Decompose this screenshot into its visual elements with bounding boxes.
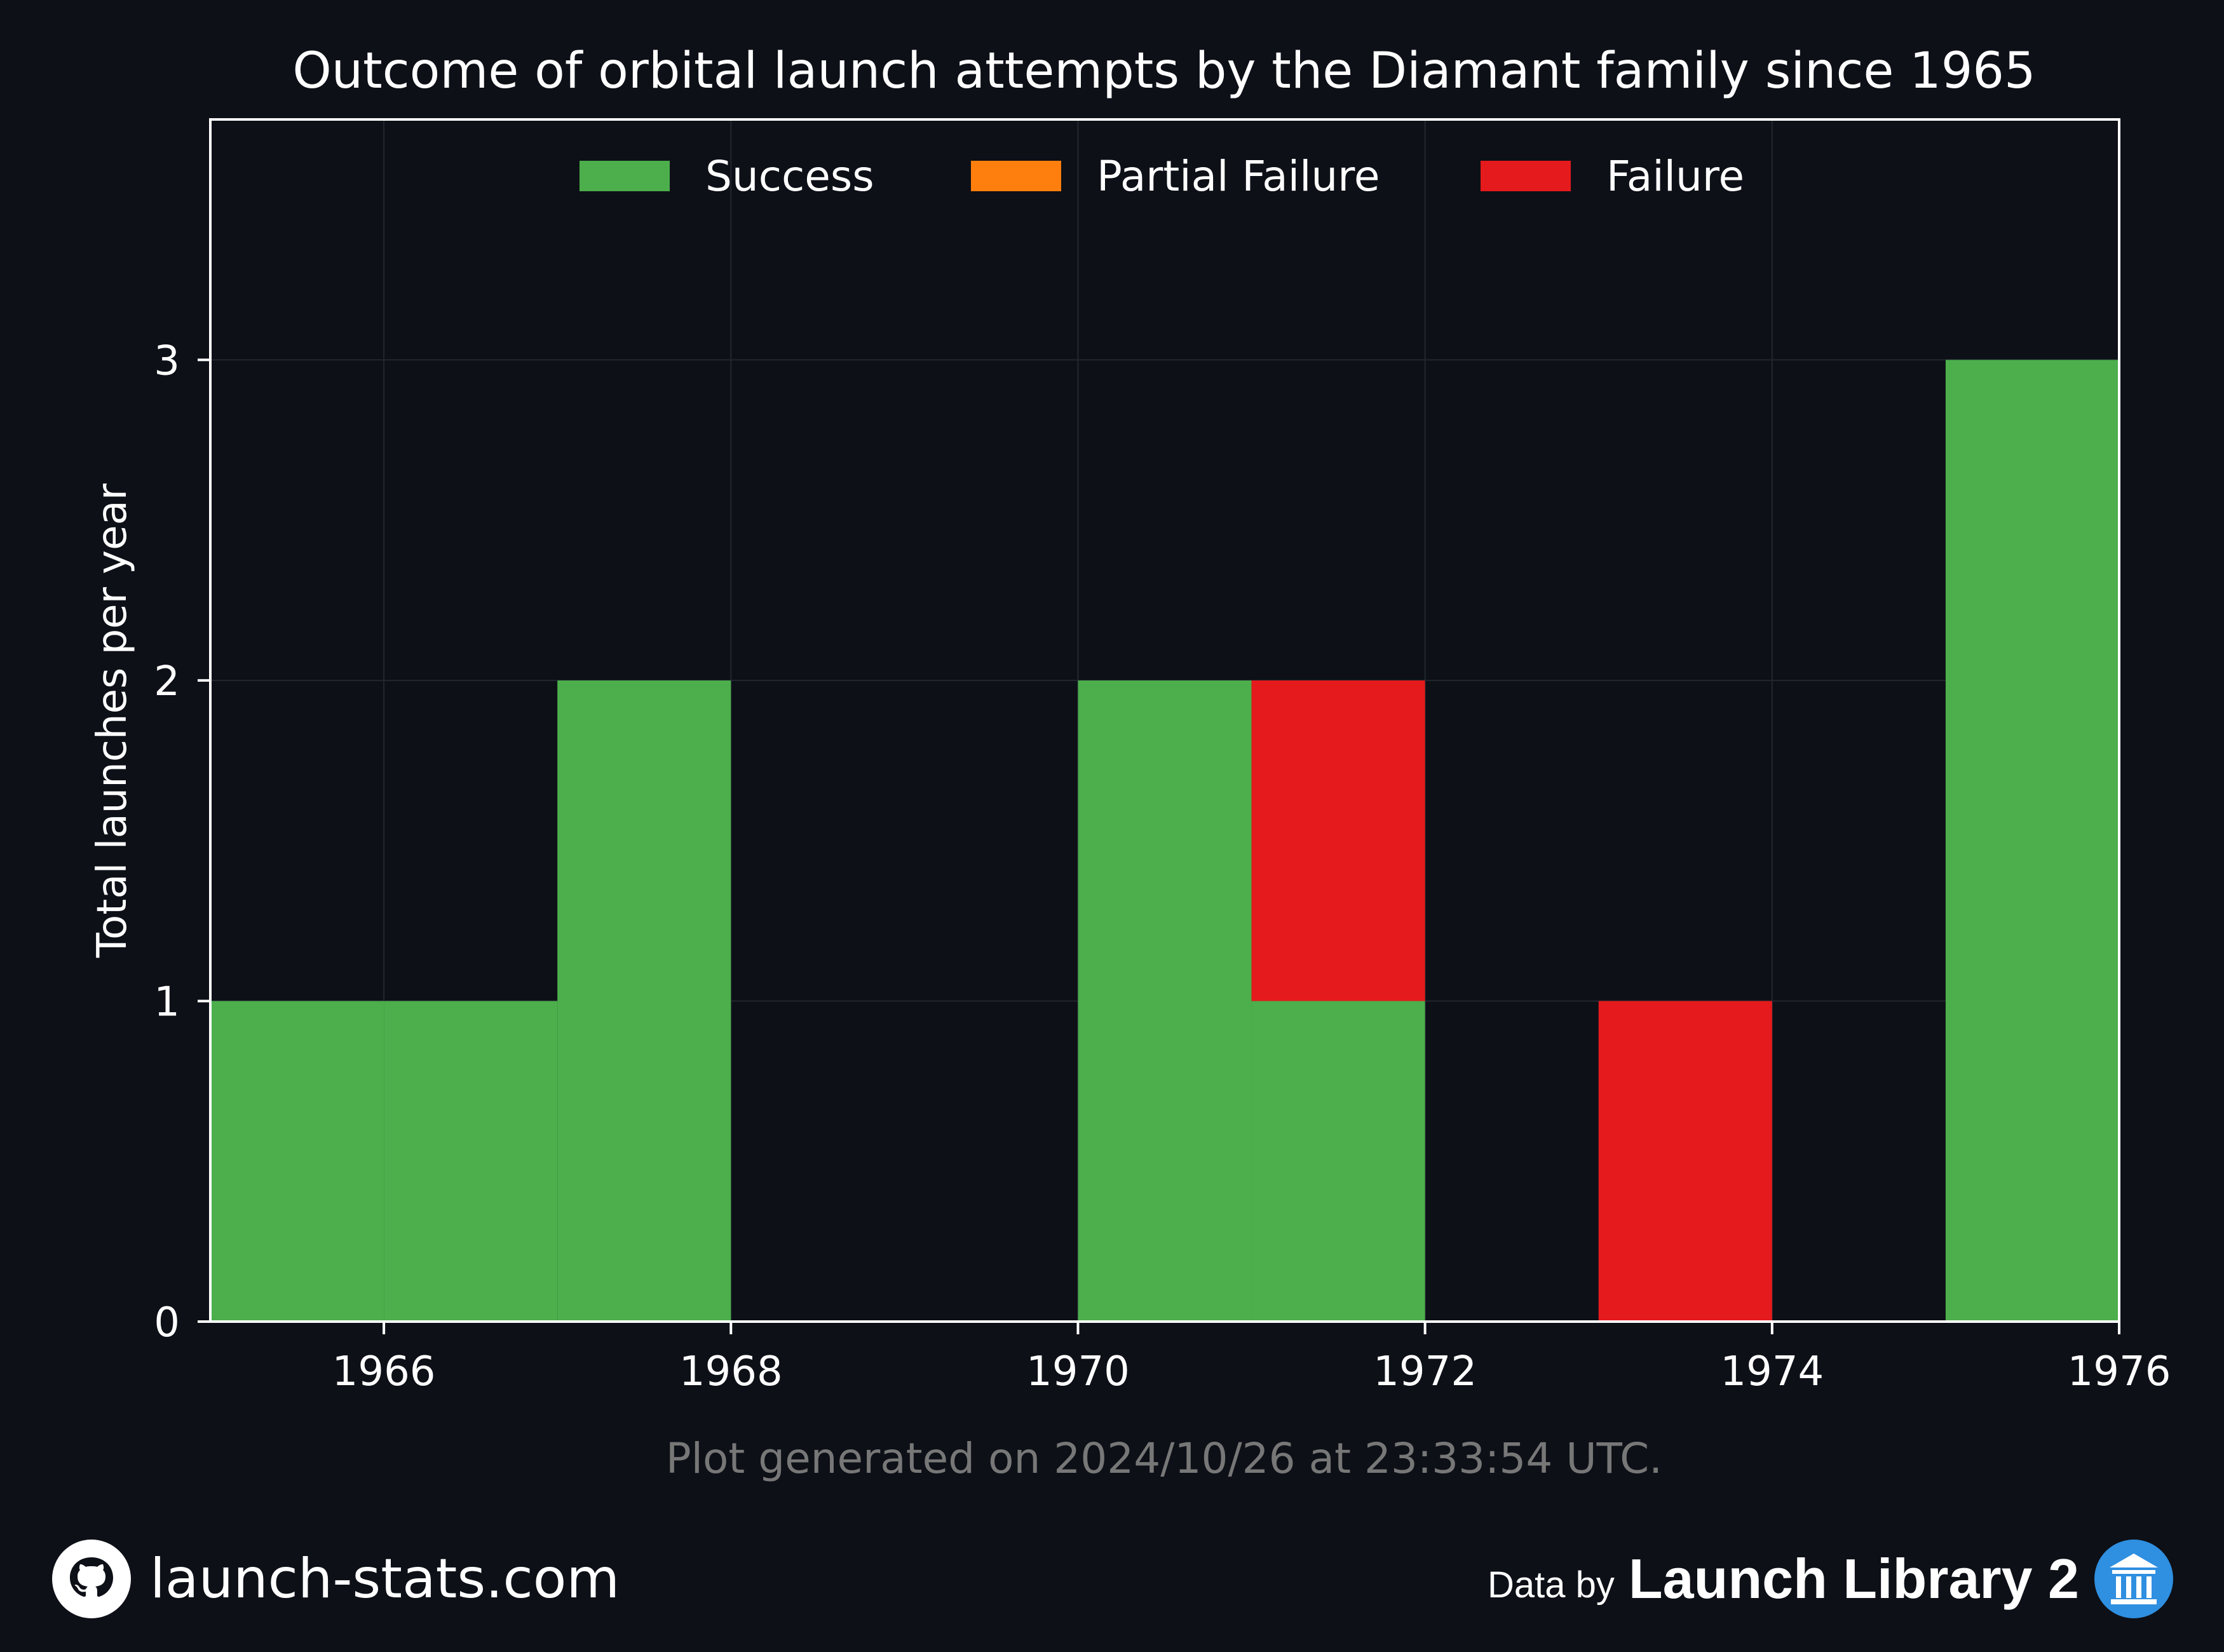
y-tick-label: 1 — [154, 978, 180, 1026]
footnote: Plot generated on 2024/10/26 at 23:33:54… — [666, 1434, 1662, 1483]
bar-success-1971 — [1251, 1001, 1425, 1322]
x-tick-label: 1976 — [2068, 1348, 2171, 1395]
site-link[interactable]: launch-stats.com — [150, 1547, 620, 1611]
legend-label: Partial Failure — [1097, 152, 1380, 201]
legend-label: Success — [705, 152, 874, 201]
bar-failure-1971 — [1251, 680, 1425, 1001]
bar-failure-1973 — [1598, 1001, 1772, 1322]
legend: Success Partial Failure Failure — [580, 152, 1744, 201]
bar-success-1970 — [1078, 680, 1252, 1322]
data-by-label: Data by — [1488, 1564, 1615, 1606]
legend-swatch — [1481, 161, 1571, 191]
chart-title: Outcome of orbital launch attempts by th… — [292, 43, 2035, 100]
x-tick-label: 1970 — [1026, 1348, 1130, 1395]
legend-swatch — [971, 161, 1061, 191]
bar-group — [210, 360, 2119, 1322]
x-axis-ticks: 1966 1968 1970 1972 1974 1976 — [332, 1322, 2171, 1395]
x-tick-label: 1968 — [679, 1348, 783, 1395]
footer-site[interactable]: launch-stats.com — [51, 1538, 620, 1620]
library-icon — [2094, 1540, 2173, 1618]
plot-frame — [209, 118, 2120, 1323]
x-tick-label: 1972 — [1373, 1348, 1477, 1395]
legend-swatch — [580, 161, 670, 191]
bar-success-1966 — [384, 1001, 558, 1322]
y-axis-ticks: 0 1 2 3 — [154, 337, 210, 1346]
bar-success-1965 — [210, 1001, 384, 1322]
legend-label: Failure — [1606, 152, 1744, 201]
x-tick-label: 1966 — [332, 1348, 436, 1395]
bar-success-1967 — [557, 680, 731, 1322]
y-axis-label: Total launches per year — [89, 483, 136, 958]
github-icon — [52, 1540, 131, 1618]
library-name: Launch Library 2 — [1628, 1547, 2079, 1610]
y-tick-label: 0 — [154, 1299, 180, 1346]
footer-data-source: Data by Launch Library 2 — [1488, 1538, 2174, 1620]
x-tick-label: 1974 — [1720, 1348, 1824, 1395]
y-tick-label: 3 — [154, 337, 180, 384]
bar-success-1975 — [1945, 360, 2119, 1322]
y-tick-label: 2 — [154, 658, 180, 705]
